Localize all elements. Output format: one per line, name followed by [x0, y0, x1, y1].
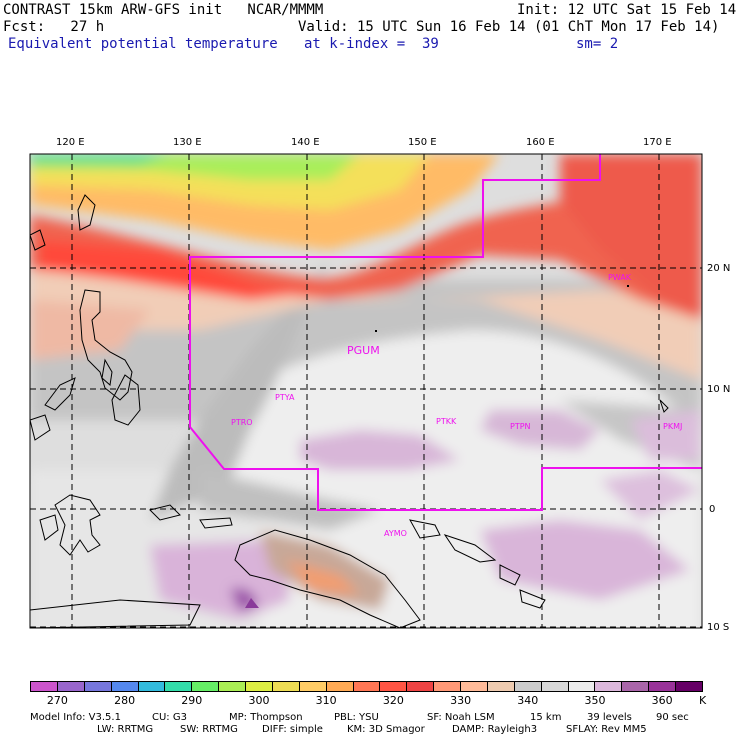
area-boundary — [189, 154, 702, 511]
colorbar-swatch — [567, 681, 596, 692]
colorbar-swatch — [675, 681, 703, 692]
surface-scheme: SF: Noah LSM — [427, 712, 495, 723]
colorbar-swatch — [513, 681, 542, 692]
colorbar-swatch — [352, 681, 381, 692]
colorbar-unit: K — [699, 694, 707, 707]
lat-label-10s: 10 S — [707, 622, 730, 633]
colorbar-swatch — [298, 681, 327, 692]
lat-label-20n: 20 N — [707, 263, 731, 274]
model-version: Model Info: V3.5.1 — [30, 712, 121, 723]
lon-label-160: 160 E — [526, 137, 555, 148]
colorbar-label: 310 — [315, 694, 337, 707]
colorbar-swatch — [486, 681, 515, 692]
lat-label-0: 0 — [709, 504, 716, 515]
lon-label-120: 120 E — [56, 137, 85, 148]
chart-title: CONTRAST 15km ARW-GFS init NCAR/MMMM — [3, 2, 324, 18]
eddy-coefficient: KM: 3D Smagor — [347, 724, 425, 735]
colorbar-swatch — [648, 681, 677, 692]
colorbar-swatch — [271, 681, 300, 692]
init-time: Init: 12 UTC Sat 15 Feb 14 — [517, 2, 737, 18]
colorbar-swatch — [325, 681, 354, 692]
theta-e-field — [30, 154, 702, 628]
colorbar-swatch — [540, 681, 569, 692]
colorbar-swatch — [83, 681, 112, 692]
diffusion: DIFF: simple — [262, 724, 323, 735]
forecast-hour: Fcst: 27 h — [3, 19, 105, 35]
field-name: Equivalent potential temperature — [8, 36, 278, 52]
colorbar-swatch — [218, 681, 247, 692]
level-index: at k-index = 39 — [304, 36, 439, 52]
colorbar-label: 350 — [584, 694, 606, 707]
lon-label-140: 140 E — [291, 137, 320, 148]
surface-layer: SFLAY: Rev MM5 — [566, 724, 647, 735]
colorbar-swatch — [433, 681, 462, 692]
lat-label-10n: 10 N — [707, 384, 731, 395]
station-label: AYMO — [384, 529, 407, 538]
colorbar-swatch — [460, 681, 488, 692]
lon-label-130: 130 E — [173, 137, 202, 148]
station-label: PTRO — [231, 418, 253, 427]
colorbar-swatch — [594, 681, 623, 692]
station-label: PTKK — [436, 417, 457, 426]
colorbar-label: 290 — [181, 694, 203, 707]
colorbar-label: 320 — [382, 694, 404, 707]
colorbar-label: 340 — [517, 694, 539, 707]
lon-label-150: 150 E — [408, 137, 437, 148]
station-label: PKMJ — [663, 422, 683, 431]
station-markers — [375, 285, 629, 332]
colorbar-label: 300 — [248, 694, 270, 707]
colorbar-swatch — [379, 681, 408, 692]
colorbar-swatch — [245, 681, 273, 692]
station-label: PGUM — [347, 344, 380, 357]
valid-time: Valid: 15 UTC Sun 16 Feb 14 (01 ChT Mon … — [298, 19, 720, 35]
cumulus-scheme: CU: G3 — [152, 712, 187, 723]
station-label: PTYA — [275, 393, 295, 402]
station-label: PTPN — [510, 422, 531, 431]
colorbar-swatch — [406, 681, 435, 692]
smoothing: sm= 2 — [576, 36, 619, 52]
colorbar-swatch — [56, 681, 85, 692]
colorbar-swatch — [621, 681, 650, 692]
coastlines — [30, 194, 669, 628]
grid-spacing: 15 km — [530, 712, 562, 723]
colorbar-label: 270 — [46, 694, 68, 707]
vertical-levels: 39 levels — [587, 712, 632, 723]
lon-label-170: 170 E — [643, 137, 672, 148]
colorbar-swatch — [30, 681, 58, 692]
colorbar-label: 330 — [450, 694, 472, 707]
microphysics: MP: Thompson — [229, 712, 303, 723]
shortwave-scheme: SW: RRTMG — [180, 724, 238, 735]
colorbar-swatch — [191, 681, 220, 692]
map-frame — [29, 153, 703, 629]
colorbar-swatch — [164, 681, 193, 692]
time-step: 90 sec — [656, 712, 689, 723]
damping: DAMP: Rayleigh3 — [452, 724, 538, 735]
station-label: PWAK — [608, 273, 632, 282]
colorbar-swatch — [110, 681, 139, 692]
longwave-scheme: LW: RRTMG — [97, 724, 154, 735]
colorbar-label: 280 — [114, 694, 136, 707]
lat-lon-grid — [30, 154, 702, 628]
pbl-scheme: PBL: YSU — [334, 712, 379, 723]
colorbar-label: 360 — [651, 694, 673, 707]
colorbar-swatch — [137, 681, 166, 692]
